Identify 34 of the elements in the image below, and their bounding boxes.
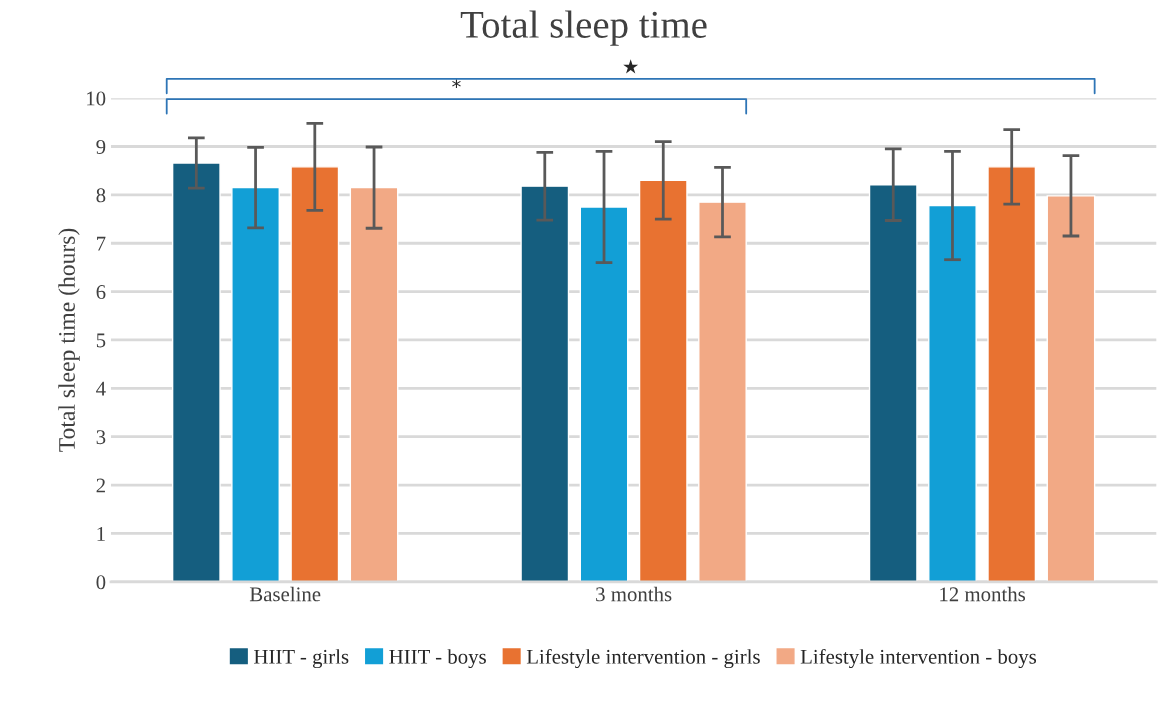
chart-title: Total sleep time [460,10,707,46]
x-tick-label: Baseline [249,586,321,602]
legend-label: HIIT - girls [254,649,349,669]
legend-label: HIIT - boys [389,649,486,669]
y-tick-label: 5 [96,333,106,348]
legend-label: Lifestyle intervention - boys [800,648,1037,669]
y-tick-label: 2 [96,478,105,493]
text: ★ [623,59,639,74]
y-tick-label: 4 [96,381,106,396]
bar [290,166,340,582]
x-tick-label: 3 months [596,586,672,602]
y-tick-label: 0 [96,575,106,590]
bar [579,206,629,582]
y-tick-label: 9 [96,139,106,154]
x-tick-label: 12 months [940,586,1026,602]
y-axis-title: Total sleep time (hours) [58,228,80,452]
bar [698,201,747,582]
bar [1046,195,1096,582]
bar [349,186,399,582]
text: * [452,79,461,89]
bar [987,166,1037,582]
bar [638,179,688,582]
bar [171,162,221,582]
bar [928,204,977,582]
y-tick-label: 6 [96,285,106,300]
bar [868,184,918,582]
bar [520,185,570,582]
bar [231,186,280,582]
y-tick-label: 7 [97,236,106,251]
y-tick-label: 1 [97,526,105,541]
y-tick-label: 10 [87,91,106,106]
y-tick-label: 8 [96,188,106,203]
legend-label: Lifestyle intervention - girls [526,648,760,669]
y-tick-label: 3 [96,430,106,445]
